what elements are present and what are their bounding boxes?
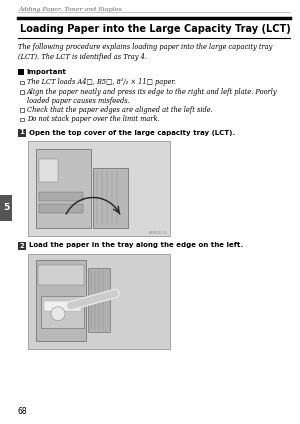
Bar	[41, 296, 83, 328]
Bar	[36, 259, 86, 340]
Bar	[20, 117, 23, 121]
Bar	[88, 268, 110, 332]
Text: Align the paper neatly and press its edge to the right and left plate. Poorly
lo: Align the paper neatly and press its edg…	[27, 87, 278, 105]
Text: 2: 2	[20, 243, 24, 248]
Text: 1: 1	[20, 129, 24, 136]
Bar	[39, 192, 83, 201]
Text: 68: 68	[18, 407, 28, 416]
Bar	[18, 242, 26, 249]
Bar	[28, 254, 170, 349]
Text: Load the paper in the tray along the edge on the left.: Load the paper in the tray along the edg…	[29, 243, 243, 248]
Text: Loading Paper into the Large Capacity Tray (LCT): Loading Paper into the Large Capacity Tr…	[20, 24, 291, 34]
Text: Do not stack paper over the limit mark.: Do not stack paper over the limit mark.	[27, 115, 160, 123]
Text: The LCT loads A4□, B5□, 8¹/₂ × 11□ paper.: The LCT loads A4□, B5□, 8¹/₂ × 11□ paper…	[27, 78, 176, 86]
Bar	[20, 108, 23, 112]
Bar	[20, 90, 23, 94]
Bar	[20, 81, 23, 84]
Bar	[38, 265, 84, 285]
Text: Check that the paper edges are aligned at the left side.: Check that the paper edges are aligned a…	[27, 106, 213, 114]
Bar	[36, 148, 91, 228]
Bar	[93, 168, 128, 228]
Bar	[18, 69, 24, 75]
Text: ESMG3115: ESMG3115	[149, 231, 168, 234]
Text: Adding Paper, Toner and Staples: Adding Paper, Toner and Staples	[18, 7, 122, 12]
Bar	[39, 159, 58, 182]
Bar	[28, 140, 170, 235]
Bar	[44, 301, 80, 310]
Text: 5: 5	[3, 204, 9, 212]
Text: Open the top cover of the large capacity tray (LCT).: Open the top cover of the large capacity…	[29, 129, 235, 136]
Text: The following procedure explains loading paper into the large capacity tray
(LCT: The following procedure explains loading…	[18, 43, 272, 61]
Bar	[0, 195, 12, 221]
Circle shape	[51, 307, 65, 321]
Bar	[18, 128, 26, 137]
Bar	[39, 204, 83, 213]
Text: Important: Important	[26, 69, 66, 75]
Bar	[18, 18, 290, 38]
